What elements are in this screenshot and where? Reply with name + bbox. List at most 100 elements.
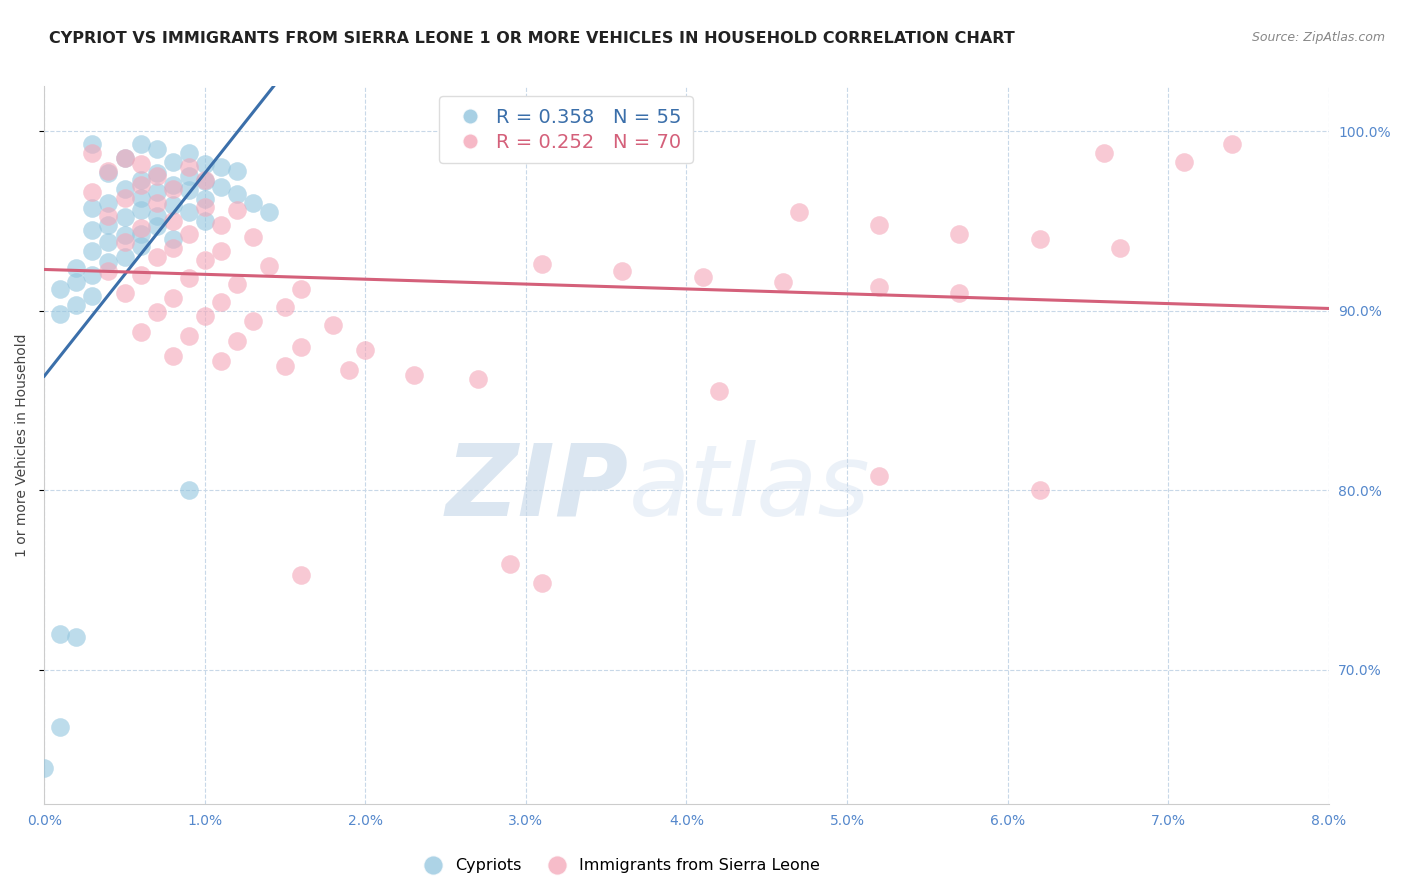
Point [145,250,167,264]
Point [114,228,136,243]
Point [467,372,489,386]
Point [530,576,553,591]
Point [162,181,184,195]
Point [948,227,970,241]
Point [114,191,136,205]
Point [129,221,152,235]
Point [274,359,297,374]
Point [162,214,184,228]
Point [274,300,297,314]
Point [145,219,167,234]
Point [177,227,200,241]
Point [354,343,377,358]
Point [162,349,184,363]
Point [209,160,232,174]
Point [129,203,152,218]
Point [402,368,425,383]
Point [82,202,104,216]
Point [129,156,152,170]
Point [145,186,167,200]
Point [1028,232,1050,246]
Point [65,275,87,289]
Point [97,209,120,223]
Point [177,328,200,343]
Point [194,309,217,323]
Point [226,203,249,218]
Point [868,280,890,294]
Point [145,196,167,211]
Point [194,214,217,228]
Y-axis label: 1 or more Vehicles in Household: 1 or more Vehicles in Household [15,334,30,557]
Point [499,557,522,571]
Point [194,193,217,207]
Point [114,151,136,165]
Point [194,253,217,268]
Point [82,145,104,160]
Point [97,235,120,250]
Point [49,720,72,734]
Point [162,241,184,255]
Point [242,196,264,211]
Point [337,363,360,377]
Point [177,145,200,160]
Point [290,567,312,582]
Point [242,230,264,244]
Point [257,205,280,219]
Point [32,761,55,775]
Point [226,334,249,349]
Point [97,196,120,211]
Point [290,340,312,354]
Point [1028,483,1050,498]
Point [65,260,87,275]
Text: CYPRIOT VS IMMIGRANTS FROM SIERRA LEONE 1 OR MORE VEHICLES IN HOUSEHOLD CORRELAT: CYPRIOT VS IMMIGRANTS FROM SIERRA LEONE … [49,31,1015,46]
Point [49,282,72,296]
Legend: Cypriots, Immigrants from Sierra Leone: Cypriots, Immigrants from Sierra Leone [411,852,827,880]
Point [226,277,249,291]
Point [145,305,167,319]
Point [114,211,136,225]
Point [162,291,184,305]
Point [82,289,104,303]
Point [129,227,152,241]
Point [114,151,136,165]
Point [209,244,232,259]
Point [242,314,264,328]
Point [65,630,87,644]
Point [1092,145,1115,160]
Text: Source: ZipAtlas.com: Source: ZipAtlas.com [1251,31,1385,45]
Point [177,184,200,198]
Point [209,179,232,194]
Point [290,282,312,296]
Point [530,257,553,271]
Point [129,325,152,339]
Point [177,160,200,174]
Point [868,468,890,483]
Point [129,239,152,253]
Point [162,178,184,192]
Point [1109,241,1132,255]
Point [82,223,104,237]
Point [97,255,120,269]
Point [612,264,634,278]
Point [209,294,232,309]
Point [177,271,200,285]
Point [65,298,87,312]
Point [209,354,232,368]
Point [162,154,184,169]
Point [707,384,730,399]
Point [114,285,136,300]
Point [194,174,217,188]
Point [948,285,970,300]
Point [257,259,280,273]
Point [129,136,152,151]
Point [194,172,217,186]
Point [82,186,104,200]
Point [1173,154,1195,169]
Point [114,181,136,195]
Point [97,163,120,178]
Point [194,200,217,214]
Point [145,142,167,156]
Point [97,165,120,179]
Point [129,178,152,192]
Point [145,169,167,183]
